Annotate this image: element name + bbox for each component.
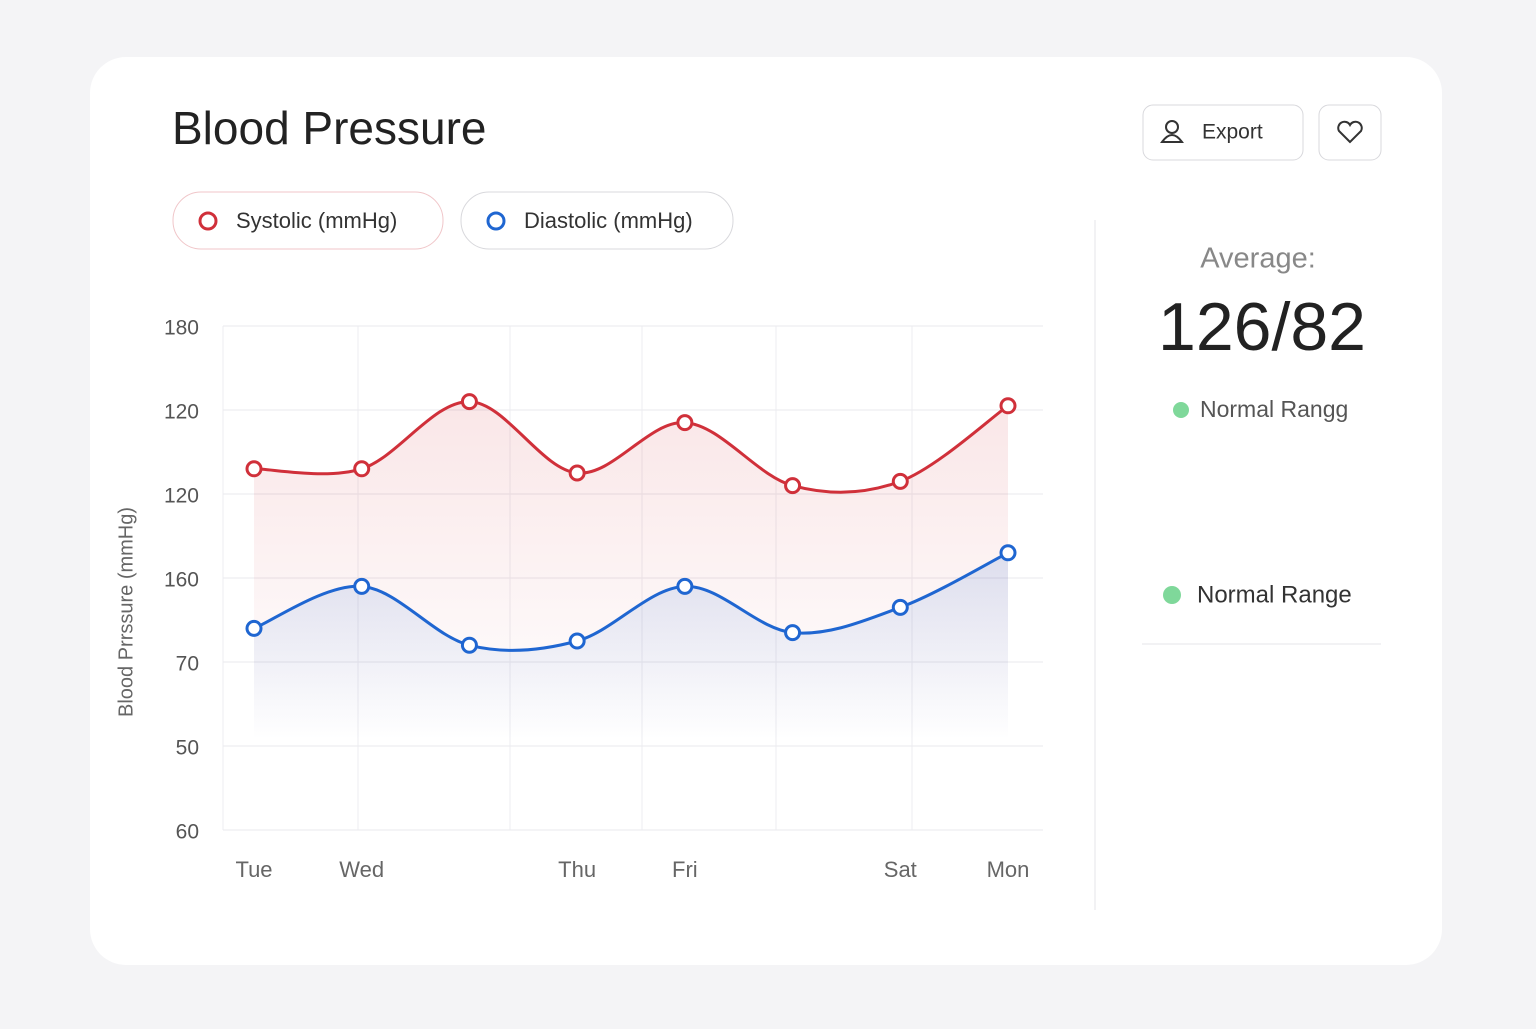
y-tick-label: 120	[164, 401, 199, 424]
data-point	[891, 598, 909, 616]
x-tick-label: Wed	[339, 857, 384, 882]
data-point	[245, 460, 263, 478]
data-point	[353, 460, 371, 478]
series-area	[254, 552, 1008, 740]
data-point	[460, 393, 478, 411]
data-point	[891, 472, 909, 490]
legend-marker	[198, 211, 218, 231]
series-line	[253, 551, 1009, 652]
heart-icon	[1337, 120, 1363, 144]
user-icon-body	[1160, 134, 1184, 143]
favorite-box[interactable]	[1318, 104, 1382, 161]
x-tick-label: Mon	[987, 857, 1030, 882]
range-label: Normal Range	[1197, 581, 1352, 608]
export-box[interactable]	[1142, 104, 1304, 161]
data-point	[999, 397, 1017, 415]
x-tick-label: Tue	[235, 857, 272, 882]
x-tick-label: Thu	[558, 857, 596, 882]
y-tick-label: 160	[164, 569, 199, 592]
legend-label[interactable]: Systolic (mmHg)	[236, 208, 397, 233]
x-tick-label: Sat	[884, 857, 917, 882]
x-tick-label: Fri	[672, 857, 698, 882]
average-label: Average:	[1200, 243, 1316, 275]
series-line	[253, 400, 1009, 494]
data-point	[999, 544, 1017, 562]
y-tick-label: 180	[164, 317, 199, 340]
data-point	[784, 624, 802, 642]
export-button[interactable]: Export	[1142, 104, 1304, 161]
data-point	[353, 577, 371, 595]
data-point	[568, 632, 586, 650]
status-label: Normal Rangg	[1200, 396, 1348, 422]
range-dot	[1163, 586, 1181, 604]
title: Blood Pressure	[172, 102, 487, 154]
data-point	[784, 477, 802, 495]
export-label[interactable]: Export	[1202, 121, 1263, 144]
y-axis-label: Blood Prrssure (mmHg)	[115, 507, 137, 717]
y-tick-label: 50	[176, 737, 199, 760]
legend-marker	[486, 211, 506, 231]
favorite-button[interactable]	[1318, 104, 1382, 161]
data-point	[568, 464, 586, 482]
legend-pill[interactable]	[172, 191, 444, 250]
status-dot	[1173, 402, 1189, 418]
data-point	[460, 636, 478, 654]
y-tick-label: 120	[164, 485, 199, 508]
user-icon	[1165, 120, 1179, 134]
y-tick-label: 70	[176, 653, 199, 676]
legend-pill[interactable]	[460, 191, 734, 250]
data-point	[676, 577, 694, 595]
legend-label[interactable]: Diastolic (mmHg)	[524, 208, 693, 233]
y-tick-label: 60	[176, 821, 199, 844]
average-value: 126/82	[1158, 289, 1366, 365]
data-point	[676, 414, 694, 432]
data-point	[245, 619, 263, 637]
